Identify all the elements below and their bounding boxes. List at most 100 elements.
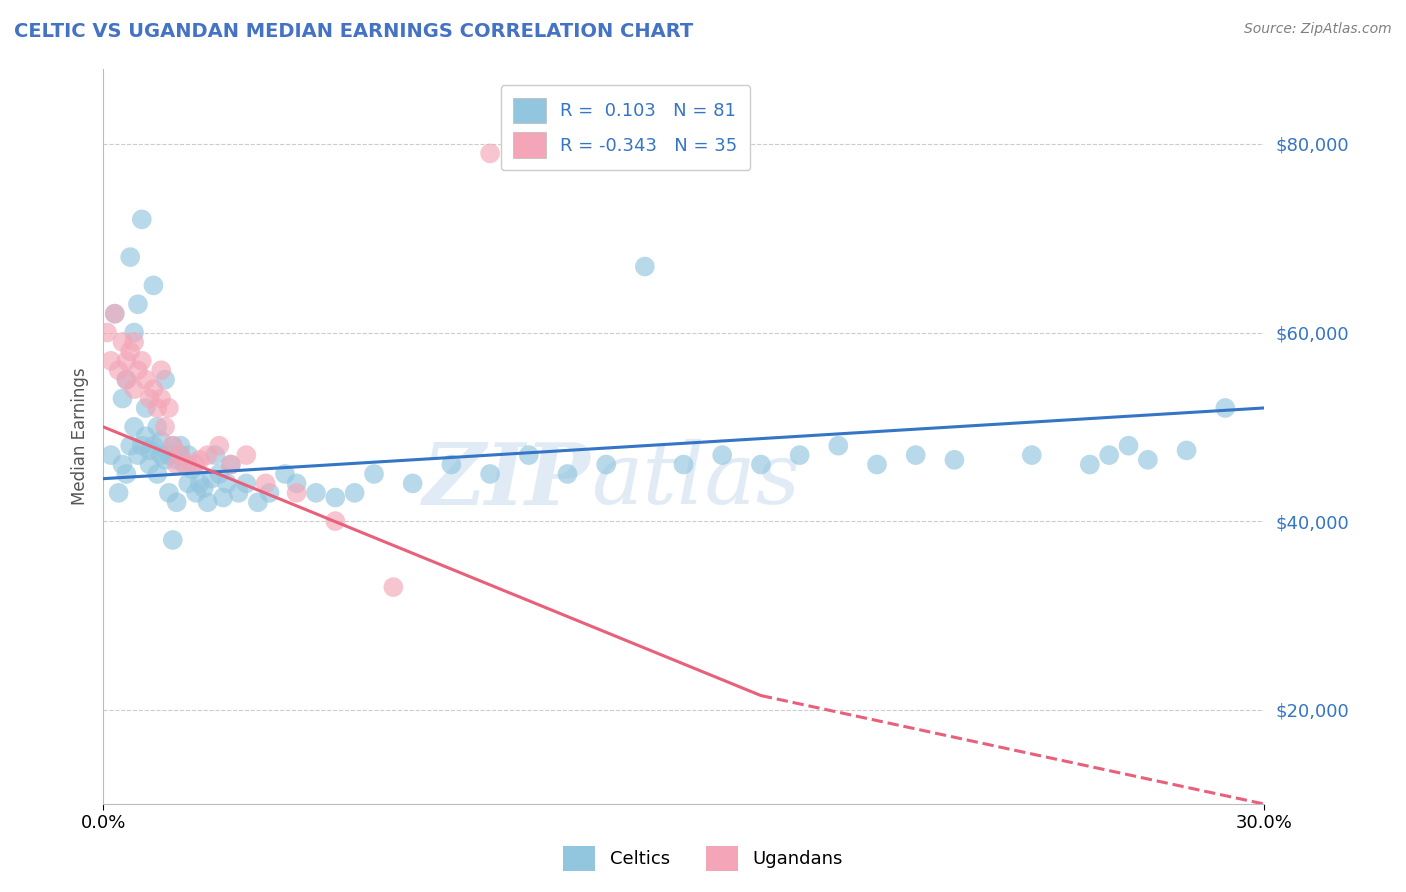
Point [184,458,207,472]
Point [173,458,195,472]
Y-axis label: Median Earnings: Median Earnings [72,368,89,505]
Point [184,485,207,500]
Point [200,472,222,486]
Point [208,467,231,481]
Point [1118,439,1140,453]
Point [115,354,138,368]
Point [208,439,231,453]
Point [115,373,138,387]
Point [142,382,165,396]
Point [1098,448,1121,462]
Point [188,452,211,467]
Point [177,476,200,491]
Point [1175,443,1198,458]
Point [557,467,579,481]
Point [204,448,226,462]
Point [219,458,242,472]
Point [162,533,184,547]
Point [150,434,173,448]
Point [228,485,250,500]
Point [285,476,308,491]
Point [153,452,176,467]
Point [749,458,772,472]
Point [135,429,157,443]
Point [177,458,200,472]
Legend: R =  0.103   N = 81, R = -0.343   N = 35: R = 0.103 N = 81, R = -0.343 N = 35 [501,85,751,170]
Point [157,485,180,500]
Point [131,354,153,368]
Point [122,334,145,349]
Point [382,580,405,594]
Point [254,476,277,491]
Point [363,467,385,481]
Point [122,326,145,340]
Point [150,448,173,462]
Point [943,452,966,467]
Point [127,363,149,377]
Point [138,458,160,472]
Point [157,401,180,415]
Text: CELTIC VS UGANDAN MEDIAN EARNINGS CORRELATION CHART: CELTIC VS UGANDAN MEDIAN EARNINGS CORREL… [14,22,693,41]
Point [153,420,176,434]
Point [274,467,297,481]
Point [215,476,238,491]
Point [138,443,160,458]
Point [153,373,176,387]
Point [111,334,134,349]
Point [866,458,889,472]
Point [135,401,157,415]
Point [150,363,173,377]
Point [122,382,145,396]
Point [111,458,134,472]
Point [343,485,366,500]
Point [96,326,118,340]
Point [138,392,160,406]
Point [323,514,346,528]
Legend: Celtics, Ugandans: Celtics, Ugandans [555,838,851,879]
Point [1213,401,1236,415]
Point [157,448,180,462]
Point [789,448,811,462]
Point [246,495,269,509]
Point [107,363,129,377]
Point [169,448,191,462]
Point [166,452,188,467]
Point [122,420,145,434]
Point [479,146,502,161]
Point [235,476,257,491]
Point [197,448,219,462]
Point [169,448,191,462]
Point [517,448,540,462]
Point [904,448,927,462]
Point [305,485,328,500]
Point [1136,452,1159,467]
Point [188,476,211,491]
Point [135,373,157,387]
Point [193,481,215,495]
Point [1021,448,1043,462]
Point [285,485,308,500]
Point [479,467,502,481]
Point [634,260,657,274]
Point [150,392,173,406]
Point [120,439,142,453]
Point [1078,458,1101,472]
Point [100,354,122,368]
Point [100,448,122,462]
Point [169,439,191,453]
Text: atlas: atlas [591,439,800,522]
Point [162,439,184,453]
Point [107,485,129,500]
Point [162,439,184,453]
Point [323,491,346,505]
Point [120,250,142,264]
Point [104,307,127,321]
Point [146,467,169,481]
Point [402,476,425,491]
Point [827,439,849,453]
Text: Source: ZipAtlas.com: Source: ZipAtlas.com [1244,22,1392,37]
Point [177,448,200,462]
Point [115,373,138,387]
Point [235,448,257,462]
Point [166,458,188,472]
